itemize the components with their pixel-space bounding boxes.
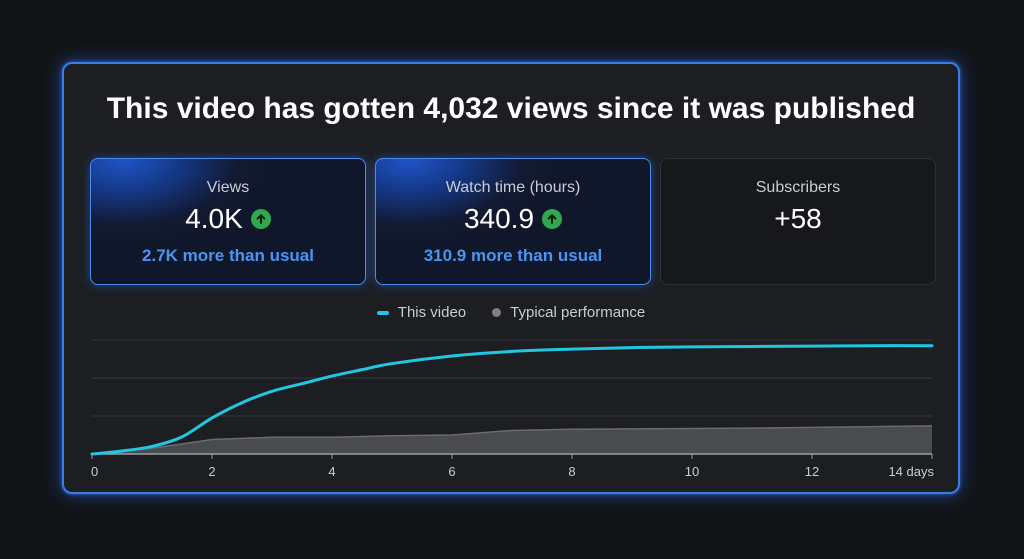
chart-legend: This video Typical performance [64,304,958,321]
x-tick-label: 4 [328,464,335,479]
watch-time-value: 340.9 [463,203,535,234]
x-tick-label: 2 [208,464,215,479]
legend-typical[interactable]: Typical performance [492,304,645,321]
subscribers-value: +58 [774,203,822,234]
legend-this-video-label: This video [397,304,467,321]
analytics-panel: This video has gotten 4,032 views since … [62,62,960,494]
x-tick-label: 8 [568,464,575,479]
x-tick-label: 6 [448,464,455,479]
subscribers-card[interactable]: Subscribers +58 [660,158,936,285]
this-video-line [90,344,934,456]
x-tick-label: 14 days [888,464,934,479]
views-note: 2.7K more than usual [142,246,314,265]
x-tick-label: 0 [91,464,98,479]
this-video-swatch [376,310,389,315]
legend-this-video[interactable]: This video [376,304,467,321]
views-label: Views [206,179,250,196]
subscribers-label: Subscribers [755,179,841,196]
typical-swatch [492,308,502,317]
x-tick-label: 12 [805,464,819,479]
arrow-up-icon [542,209,563,229]
watch-time-card[interactable]: Watch time (hours) 340.9 310.9 more than… [375,158,651,285]
views-card[interactable]: Views 4.0K 2.7K more than usual [90,158,366,285]
views-value: 4.0K [185,203,243,234]
performance-chart: 0 2 4 6 8 10 12 14 days [90,339,934,479]
page-title: This video has gotten 4,032 views since … [106,92,916,125]
x-tick-label: 10 [685,464,699,479]
watch-time-note: 310.9 more than usual [423,246,603,265]
arrow-up-icon [250,209,271,229]
legend-typical-label: Typical performance [510,304,646,321]
watch-time-label: Watch time (hours) [445,179,581,196]
typical-performance-area [92,425,932,454]
typical-performance-line [91,425,933,455]
